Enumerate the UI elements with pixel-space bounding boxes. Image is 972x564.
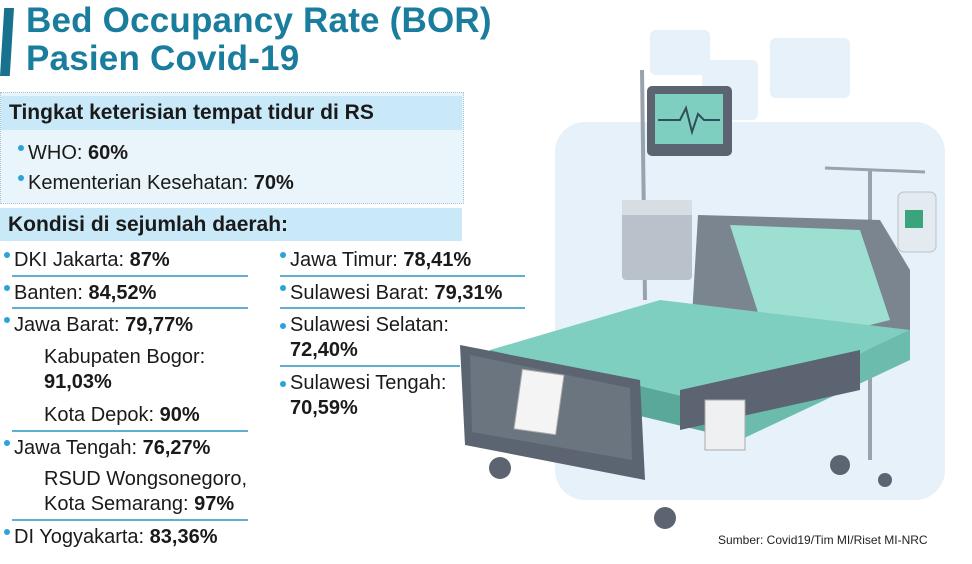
bullet-icon — [280, 323, 286, 329]
region-subitem: Kota Depok: 90% — [44, 404, 200, 426]
region-item: Banten: 84,52% — [4, 281, 156, 305]
bullet-icon — [280, 381, 286, 387]
hospital-bed-illustration — [460, 30, 945, 529]
source-note: Sumber: Covid19/Tim MI/Riset MI-NRC — [718, 533, 928, 547]
divider — [280, 365, 460, 367]
bullet-icon — [280, 285, 286, 291]
divider — [280, 307, 525, 309]
divider — [280, 275, 525, 277]
divider — [12, 307, 248, 309]
regions-heading: Kondisi di sejumlah daerah: — [0, 208, 462, 241]
standard-heading: Tingkat keterisian tempat tidur di RS — [1, 96, 462, 130]
bullet-icon — [4, 440, 10, 446]
accent-bar — [0, 8, 14, 76]
title-line-1: Bed Occupancy Rate (BOR) — [26, 1, 492, 40]
divider — [12, 430, 248, 432]
divider — [12, 519, 248, 521]
mattress — [490, 300, 910, 410]
clipboard-icon — [513, 368, 565, 436]
region-item: DI Yogyakarta: 83,36% — [4, 525, 218, 549]
standard-item-kemenkes: Kementerian Kesehatan: 70% — [18, 171, 294, 195]
region-subitem: RSUD Wongsonegoro, Kota Semarang: 97% — [44, 468, 248, 515]
title-line-2: Pasien Covid-19 — [26, 39, 300, 78]
region-item: DKI Jakarta: 87% — [4, 248, 170, 272]
region-item: Jawa Timur: 78,41% — [280, 248, 471, 272]
bullet-icon — [18, 175, 24, 181]
region-item: Sulawesi Barat: 79,31% — [280, 281, 502, 305]
region-item: Sulawesi Tengah: 70,59% — [280, 371, 446, 421]
bullet-icon — [4, 529, 10, 535]
standard-item-who: WHO: 60% — [18, 141, 128, 165]
bullet-icon — [4, 252, 10, 258]
bullet-icon — [4, 317, 10, 323]
bullet-icon — [4, 285, 10, 291]
bullet-icon — [280, 252, 286, 258]
region-item: Jawa Barat: 79,77% — [4, 313, 193, 337]
region-item: Jawa Tengah: 76,27% — [4, 436, 210, 460]
page-title: Bed Occupancy Rate (BOR) Pasien Covid-19 — [26, 2, 492, 78]
region-item: Sulawesi Selatan: 72,40% — [280, 313, 449, 363]
region-subitem: Kabupaten Bogor: 91,03% — [44, 346, 206, 393]
divider — [12, 275, 248, 277]
bullet-icon — [18, 145, 24, 151]
